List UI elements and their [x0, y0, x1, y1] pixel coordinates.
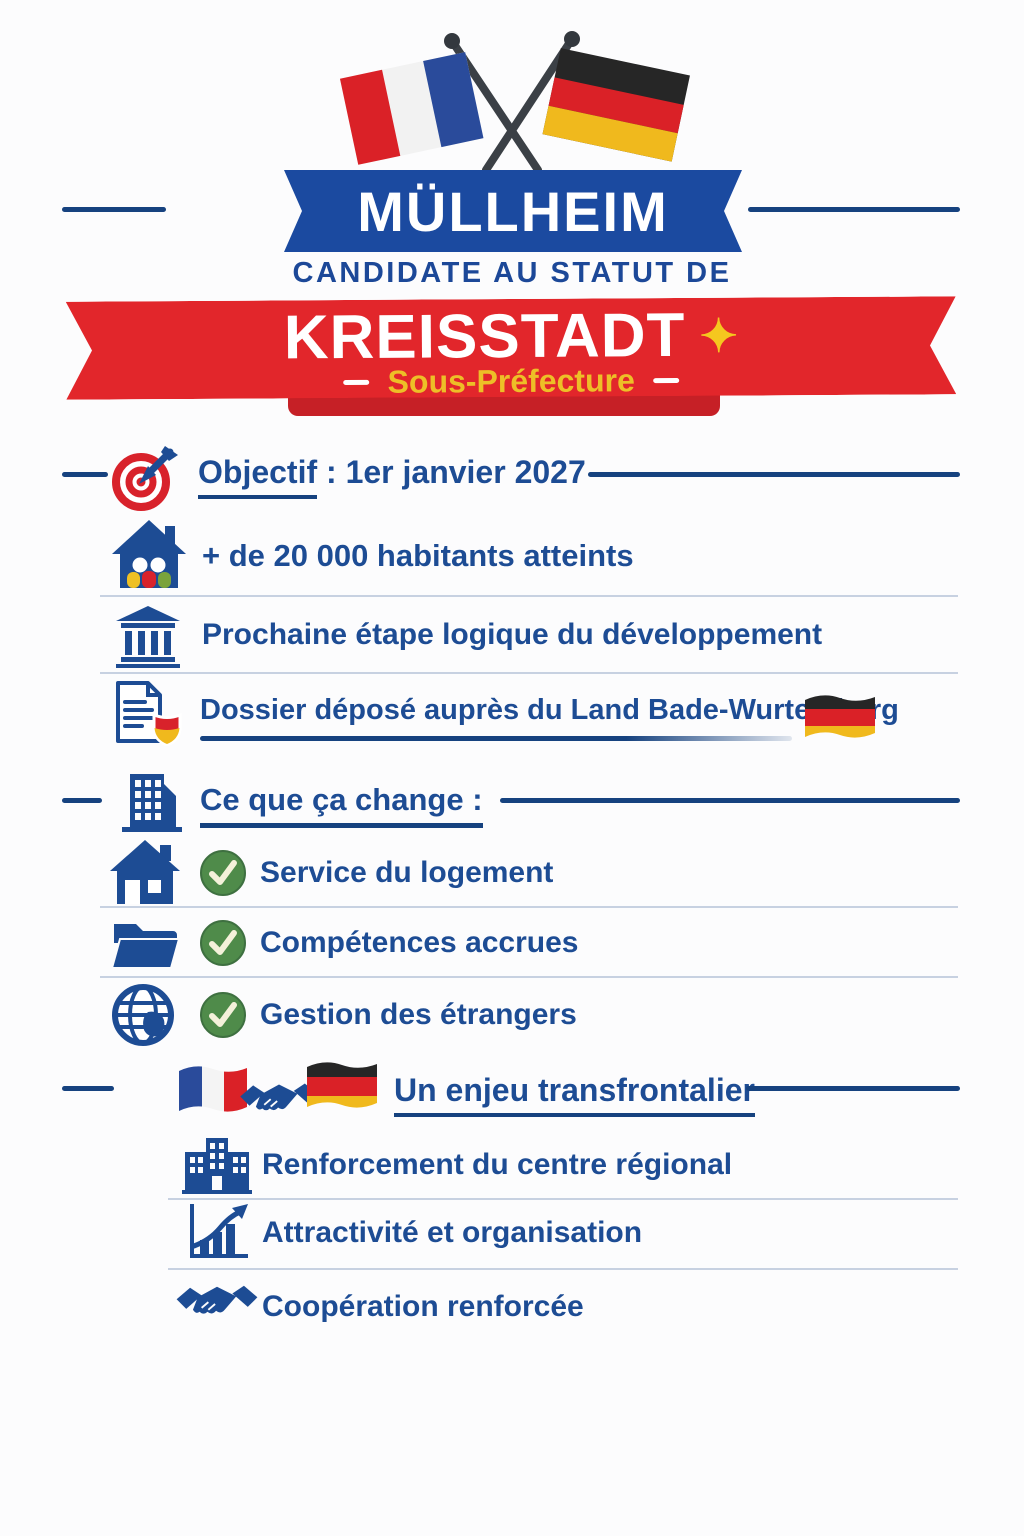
objective-right-line [588, 472, 960, 477]
target-dart-icon [112, 446, 178, 511]
city-banner: MÜLLHEIM [284, 170, 742, 252]
growth-chart-icon [190, 1204, 248, 1258]
changes-right-line [500, 798, 960, 803]
objective-value: 1er janvier 2027 [345, 454, 586, 490]
folder-icon [110, 924, 180, 969]
sous-prefecture-subtitle: Sous-Préfecture [387, 362, 635, 400]
divider [168, 1268, 958, 1270]
regional-building-icon [182, 1138, 252, 1194]
check-icon [200, 920, 246, 966]
changes-left-line [62, 798, 102, 803]
divider [100, 906, 958, 908]
sparkle-icon: ✦ [699, 309, 739, 362]
divider [100, 976, 958, 978]
handshake-icon [176, 1285, 258, 1314]
crossborder-cooperation-text: Coopération renforcée [262, 1290, 584, 1323]
change-foreigners-text: Gestion des étrangers [260, 998, 577, 1031]
city-title: MÜLLHEIM [357, 179, 669, 243]
left-dash [344, 380, 370, 385]
germany-flag-icon [805, 695, 875, 738]
handshake-icon [240, 1083, 318, 1111]
change-competences-text: Compétences accrues [260, 926, 579, 959]
banner-right-line [748, 207, 960, 212]
germany-flag-icon [307, 1062, 377, 1108]
change-housing-text: Service du logement [260, 856, 554, 889]
crossborder-heading: Un enjeu transfrontalier [394, 1072, 755, 1117]
france-flag-icon [179, 1066, 247, 1112]
crossborder-right-line [746, 1086, 960, 1091]
objective-label: Objectif [198, 454, 318, 499]
pretitle: CANDIDATE AU STATUT DE [292, 257, 732, 289]
office-building-icon [122, 774, 182, 832]
crossborder-attractivity-text: Attractivité et organisation [262, 1216, 643, 1249]
dossier-underline [200, 736, 792, 741]
crossborder-left-line [62, 1086, 114, 1091]
check-icon [200, 992, 246, 1038]
document-shield-icon [116, 681, 182, 746]
globe-icon [112, 984, 174, 1046]
objective-text: Objectif : 1er janvier 2027 [198, 454, 586, 499]
kreisstadt-banner: KREISSTADT ✦ Sous-Préfecture [66, 296, 957, 399]
divider [168, 1198, 958, 1200]
crossed-france-germany-flags-icon [339, 31, 690, 174]
right-dash [653, 378, 679, 383]
check-icon [200, 850, 246, 896]
house-icon [110, 840, 180, 904]
divider [100, 672, 958, 674]
fact-next-step-text: Prochaine étape logique du développement [202, 618, 823, 651]
banner-left-line [62, 207, 166, 212]
changes-heading: Ce que ça change : [200, 782, 483, 828]
objective-left-line [62, 472, 108, 477]
fact-dossier-text: Dossier déposé auprès du Land Bade-Wurte… [200, 694, 899, 726]
house-family-icon [112, 520, 186, 588]
fact-inhabitants-text: + de 20 000 habitants atteints [202, 538, 634, 573]
crossborder-regional-text: Renforcement du centre régional [262, 1148, 733, 1181]
divider [100, 595, 958, 597]
bank-icon [116, 606, 180, 668]
